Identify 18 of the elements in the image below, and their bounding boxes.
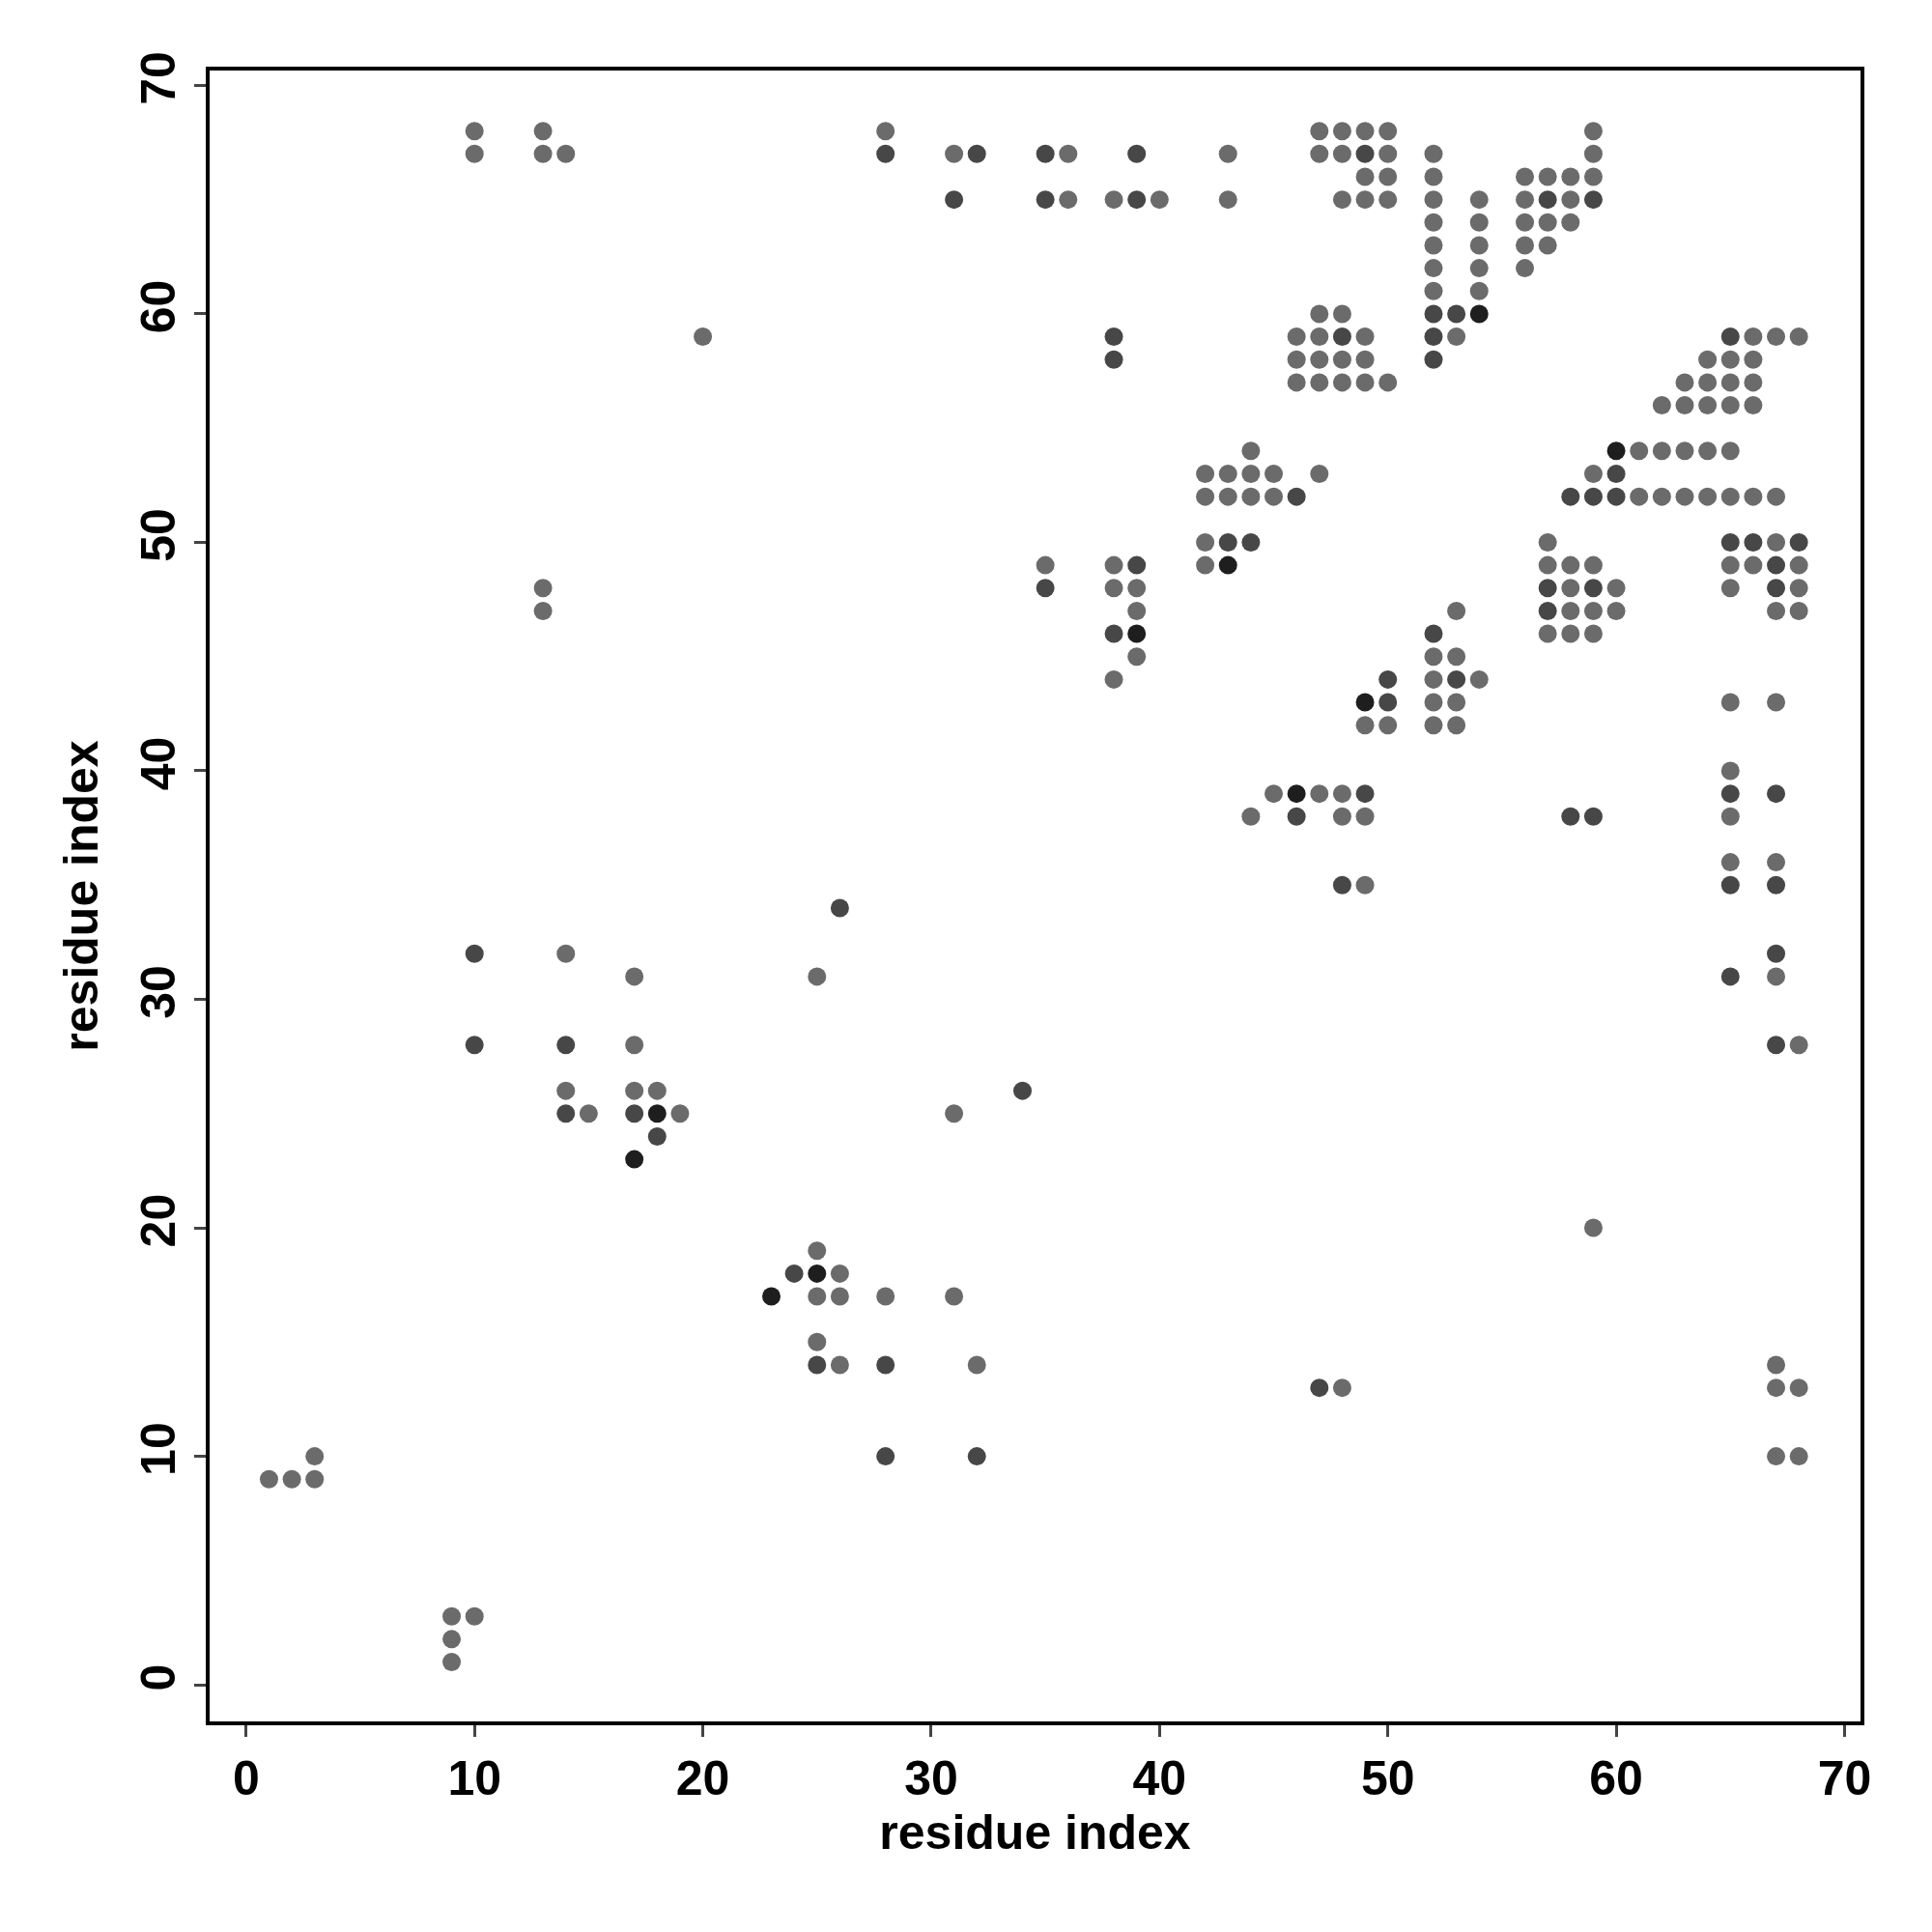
x-tick-label: 40 [1132, 1751, 1187, 1805]
x-tick-label: 30 [904, 1751, 958, 1805]
y-tick-label: 20 [131, 1193, 185, 1248]
y-tick-label: 50 [131, 508, 185, 562]
x-tick-label: 0 [232, 1751, 260, 1805]
x-tick-label: 50 [1360, 1751, 1415, 1805]
y-tick-label: 60 [131, 279, 185, 334]
y-axis-title: residue index [53, 740, 108, 1052]
y-tick-label: 70 [131, 51, 185, 105]
y-tick-label: 30 [131, 965, 185, 1019]
x-tick-label: 60 [1589, 1751, 1643, 1805]
y-tick-label: 0 [131, 1663, 185, 1691]
x-tick-label: 10 [447, 1751, 502, 1805]
x-axis-title: residue index [879, 1805, 1191, 1860]
x-tick-label: 70 [1817, 1751, 1872, 1805]
y-tick-label: 40 [131, 736, 185, 791]
y-tick-label: 10 [131, 1422, 185, 1476]
x-tick-label: 20 [675, 1751, 730, 1805]
